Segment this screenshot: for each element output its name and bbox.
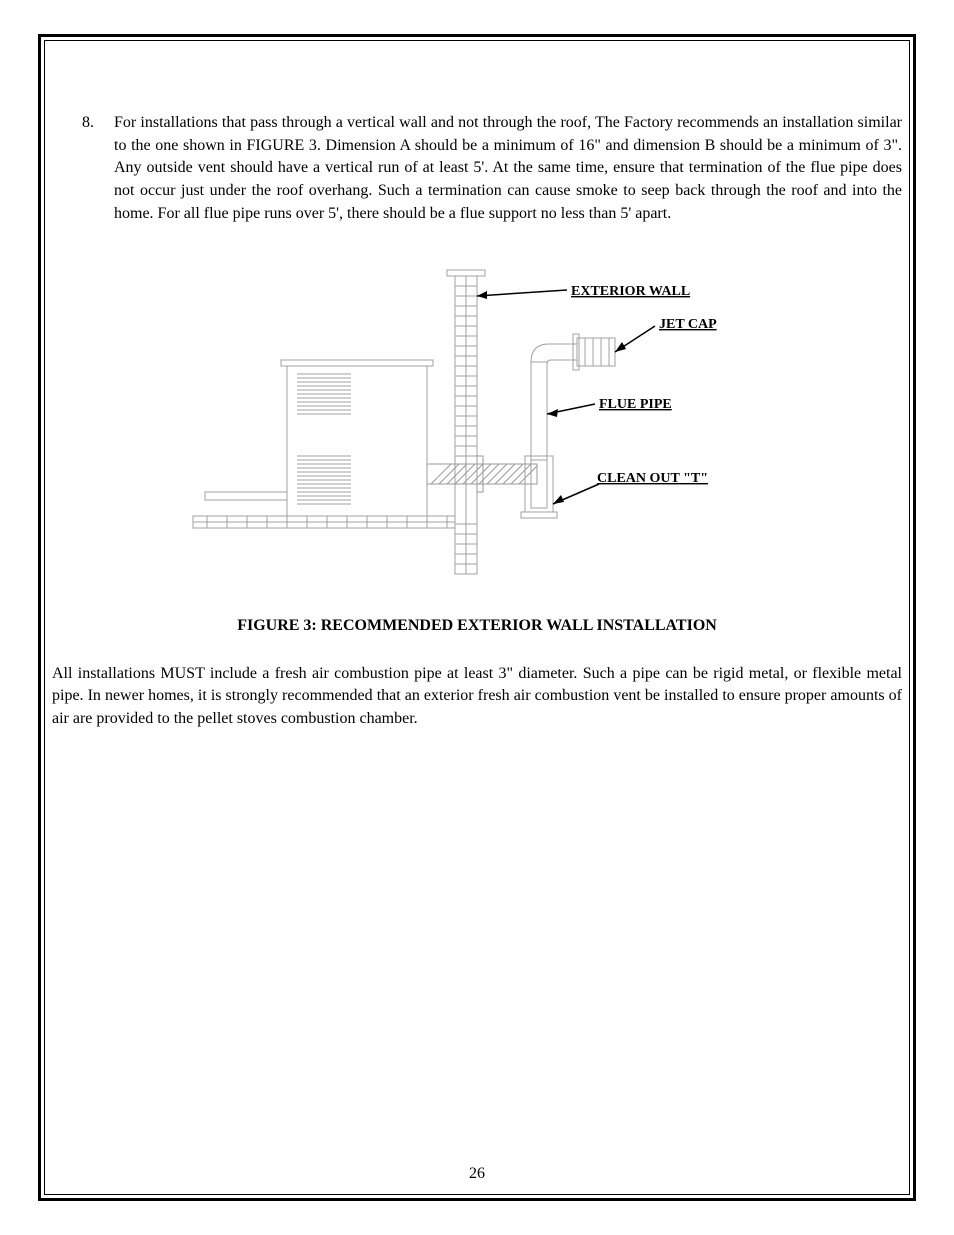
page-number: 26 xyxy=(44,1165,910,1183)
label-clean-out-t: CLEAN OUT "T" xyxy=(597,471,708,486)
figure-caption: FIGURE 3: RECOMMENDED EXTERIOR WALL INST… xyxy=(46,617,908,635)
label-jet-cap: JET CAP xyxy=(659,317,717,332)
page-content: 8. For installations that pass through a… xyxy=(44,40,910,1195)
figure-3: EXTERIOR WALL JET CAP FLUE PIPE CLEAN OU… xyxy=(46,264,908,635)
body-paragraph: All installations MUST include a fresh a… xyxy=(46,663,908,731)
list-item-number: 8. xyxy=(82,112,114,226)
label-flue-pipe: FLUE PIPE xyxy=(599,397,672,412)
figure-3-diagram: EXTERIOR WALL JET CAP FLUE PIPE CLEAN OU… xyxy=(147,264,807,584)
list-item-text: For installations that pass through a ve… xyxy=(114,112,902,226)
label-exterior-wall: EXTERIOR WALL xyxy=(571,284,690,299)
numbered-list-item: 8. For installations that pass through a… xyxy=(46,112,908,226)
